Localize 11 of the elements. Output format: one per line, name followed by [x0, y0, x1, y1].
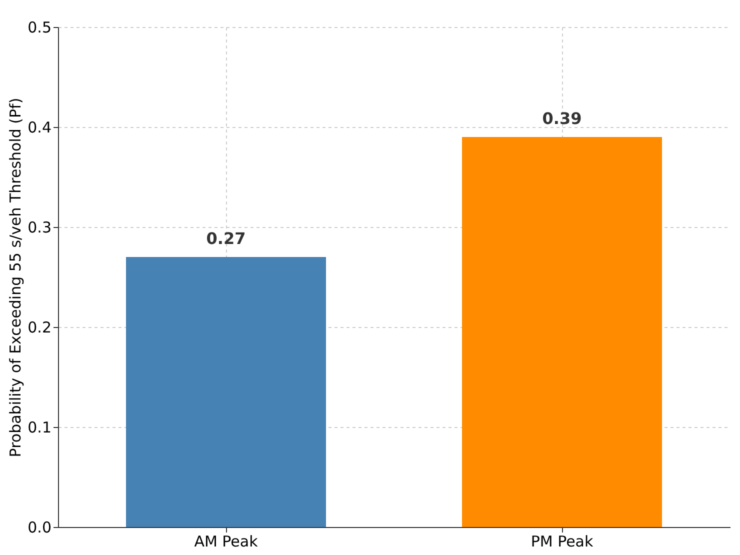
- y-tick-label: 0.5: [28, 18, 52, 36]
- data-label: 0.27: [206, 229, 246, 248]
- y-tick-label: 0.0: [28, 518, 52, 536]
- x-tick-label: AM Peak: [194, 532, 258, 550]
- y-tick-label: 0.3: [28, 218, 52, 236]
- y-tick-label: 0.2: [28, 318, 52, 336]
- data-label: 0.39: [542, 109, 582, 128]
- x-tick-label: PM Peak: [530, 532, 594, 550]
- y-axis-title: Probability of Exceeding 55 s/veh Threshold (Pf): [6, 98, 25, 458]
- y-tick-label: 0.1: [28, 418, 52, 436]
- y-tick-label: 0.4: [28, 118, 52, 136]
